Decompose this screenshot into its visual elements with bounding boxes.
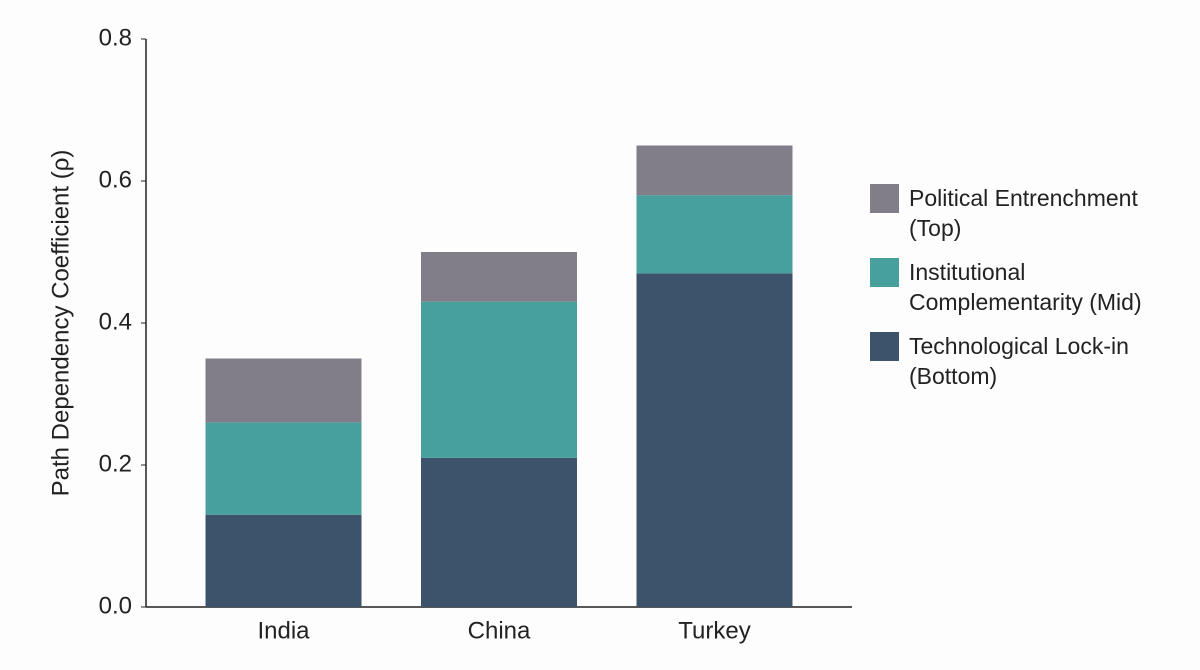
legend-swatch [870, 332, 899, 361]
bar-segment [205, 422, 362, 515]
legend-item: Institutional Complementarity (Mid) [870, 257, 1170, 317]
legend-swatch [870, 258, 899, 287]
bar-segment [421, 252, 577, 302]
y-tick-label: 0.8 [99, 24, 132, 51]
legend-label: Technological Lock-in (Bottom) [909, 333, 1129, 389]
legend-item: Political Entrenchment (Top) [870, 183, 1170, 243]
legend-label: Institutional Complementarity (Mid) [909, 259, 1142, 315]
y-axis-title: Path Dependency Coefficient (ρ) [47, 150, 74, 497]
x-tick-label: India [257, 617, 310, 644]
bar-segment [205, 358, 362, 423]
bar-segment [421, 457, 577, 607]
bar-segment [421, 301, 577, 458]
legend-item: Technological Lock-in (Bottom) [870, 331, 1170, 391]
legend: Political Entrenchment (Top) Institutiona… [870, 183, 1170, 405]
x-tick-label: Turkey [678, 617, 750, 644]
y-tick-label: 0.2 [99, 450, 132, 477]
y-tick-label: 0.6 [99, 166, 132, 193]
legend-swatch [870, 184, 899, 213]
bar-segment [636, 195, 793, 274]
bar-segment [205, 514, 362, 607]
legend-label: Political Entrenchment (Top) [909, 185, 1138, 241]
bar-segment [636, 273, 793, 607]
y-tick-label: 0.4 [99, 308, 132, 335]
bar-segment [636, 145, 793, 196]
y-tick-label: 0.0 [99, 592, 132, 619]
x-tick-label: China [468, 617, 531, 644]
